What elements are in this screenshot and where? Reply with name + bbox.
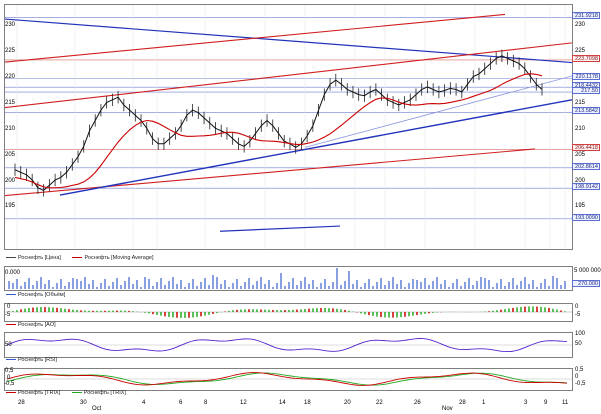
rsi-left-tick-50: 50: [5, 342, 12, 348]
rsi-right-tick-100: 100: [575, 331, 586, 337]
volume-right-axis: 5 000 000 270.000: [572, 266, 601, 289]
trix-legend: Роснефть [TRIX] Роснефть [TRIX]: [6, 390, 136, 398]
ao-left-tick-0: 0: [7, 304, 11, 310]
date-tick-label: 11: [562, 400, 569, 406]
trix-right-tick-pos: 0,5: [575, 367, 584, 373]
price-right-tick: 210: [575, 125, 586, 132]
date-tick-label: 30: [80, 400, 87, 406]
date-tick-label: 14: [279, 400, 286, 406]
legend-item-rsi[interactable]: Роснефть [RSI]: [6, 357, 57, 363]
date-tick-label: 1: [482, 400, 486, 406]
price-level-tag[interactable]: 220.1178: [572, 73, 600, 81]
date-tick-label: 28: [459, 400, 466, 406]
volume-left-tick: 0.000: [5, 270, 21, 276]
price-right-tick: 200: [575, 177, 586, 184]
price-right-tick: 195: [575, 203, 586, 210]
date-tick-label: 8: [204, 400, 208, 406]
legend-item-moving-average[interactable]: Роснефть [Moving Average]: [72, 255, 154, 261]
rsi-legend: Роснефть [RSI]: [6, 357, 67, 365]
price-level-tag[interactable]: 217.50: [572, 87, 600, 95]
month-label: Nov: [442, 406, 453, 412]
ao-legend: Роснефть [AO]: [6, 322, 66, 330]
trix-left-tick-0: 0: [7, 375, 11, 381]
price-chart-canvas[interactable]: [5, 5, 572, 249]
price-left-tick: 205: [5, 151, 16, 158]
volume-chart-canvas[interactable]: [5, 267, 572, 290]
trix-pane[interactable]: [4, 368, 573, 391]
date-tick-label: 4: [142, 400, 146, 406]
volume-legend: Роснефть [Объём]: [6, 292, 75, 300]
ao-left-tick-minus5: -5: [5, 312, 11, 318]
price-right-tick: 205: [575, 151, 586, 158]
price-level-tag[interactable]: 193.0090: [572, 213, 600, 221]
rsi-right-axis: 100 50: [572, 331, 601, 356]
trix-chart-canvas[interactable]: [5, 369, 572, 390]
ao-right-tick-minus5: -5: [575, 312, 581, 318]
ao-right-axis: 0 -5: [572, 303, 601, 320]
price-line: [14, 55, 543, 191]
price-left-tick: 215: [5, 99, 16, 106]
trix-left-tick-pos: 0,5: [5, 368, 14, 374]
price-left-tick: 200: [5, 177, 16, 184]
rsi-right-tick-50: 50: [575, 341, 582, 347]
date-tick-label: 26: [414, 400, 421, 406]
price-right-tick: 225: [575, 48, 586, 55]
price-left-axis: 230 225 220 215 210 205 200 195: [5, 4, 19, 248]
price-left-tick: 210: [5, 125, 16, 132]
trix-line: [6, 372, 568, 386]
price-level-tag[interactable]: 231.9218: [572, 12, 600, 20]
date-tick-label: 18: [304, 400, 311, 406]
trix-right-axis: 0,5 0 -0,5: [572, 367, 601, 389]
price-level-tag[interactable]: 198.9142: [572, 183, 600, 191]
legend-item-volume[interactable]: Роснефть [Объём]: [6, 292, 65, 298]
price-right-tick: 230: [575, 22, 586, 29]
legend-item-trix-2[interactable]: Роснефть [TRIX]: [71, 390, 126, 396]
price-legend: Роснефть [Цена] Роснефть [Moving Average…: [6, 255, 164, 263]
trix-right-tick-0: 0: [575, 374, 579, 380]
rsi-pane[interactable]: [4, 332, 573, 358]
channel-line-lower: [5, 148, 536, 197]
channel-line-middle: [5, 42, 572, 109]
trix-left-tick-neg: -0,5: [4, 381, 15, 387]
price-level-tag[interactable]: 206.4418: [572, 144, 600, 152]
trend-line-support: [59, 99, 572, 196]
volume-value-tag: 270.000: [572, 280, 600, 287]
legend-item-price[interactable]: Роснефть [Цена]: [6, 255, 61, 261]
price-level-tag[interactable]: 223.7098: [572, 54, 600, 62]
volume-pane[interactable]: [4, 266, 573, 291]
price-left-tick: 195: [5, 203, 16, 210]
moving-average-line: [14, 73, 543, 189]
month-label: Oct: [92, 406, 102, 412]
legend-item-trix-1[interactable]: Роснефть [TRIX]: [6, 390, 60, 396]
ao-right-tick-0: 0: [575, 304, 579, 310]
trend-line-short: [219, 225, 341, 232]
date-tick-label: 9: [544, 400, 548, 406]
volume-right-tick: 5 000 000: [574, 268, 601, 274]
date-tick-label: 12: [240, 400, 247, 406]
trend-line-inner: [304, 75, 572, 148]
trend-line-resistance: [5, 18, 572, 64]
price-level-tag[interactable]: 213.5842: [572, 107, 600, 115]
date-tick-label: 6: [179, 400, 183, 406]
price-level-tag[interactable]: 202.8614: [572, 162, 600, 170]
ao-chart-canvas[interactable]: [5, 304, 572, 321]
price-left-tick: 230: [5, 22, 16, 29]
date-tick-label: 3: [524, 400, 528, 406]
channel-line-upper: [5, 13, 506, 63]
legend-item-ao[interactable]: Роснефть [AO]: [6, 322, 56, 328]
price-left-tick: 220: [5, 74, 16, 81]
date-tick-label: 20: [344, 400, 351, 406]
trix-right-tick-neg: -0,5: [575, 381, 586, 387]
date-tick-label: 28: [18, 400, 25, 406]
ao-pane[interactable]: [4, 303, 573, 322]
date-tick-label: 22: [376, 400, 383, 406]
price-pane[interactable]: [4, 4, 573, 250]
date-axis: 28 30 4 6 8 12 14 18 20 22 26 28 1 3 9 11 Oct Nov: [4, 400, 571, 414]
price-right-axis: 230225220215210205200195231.9218223.7098…: [572, 4, 601, 248]
rsi-chart-canvas[interactable]: [5, 333, 572, 357]
price-right-tick: 215: [575, 99, 586, 106]
price-left-tick: 225: [5, 48, 16, 55]
rsi-line: [6, 338, 568, 353]
